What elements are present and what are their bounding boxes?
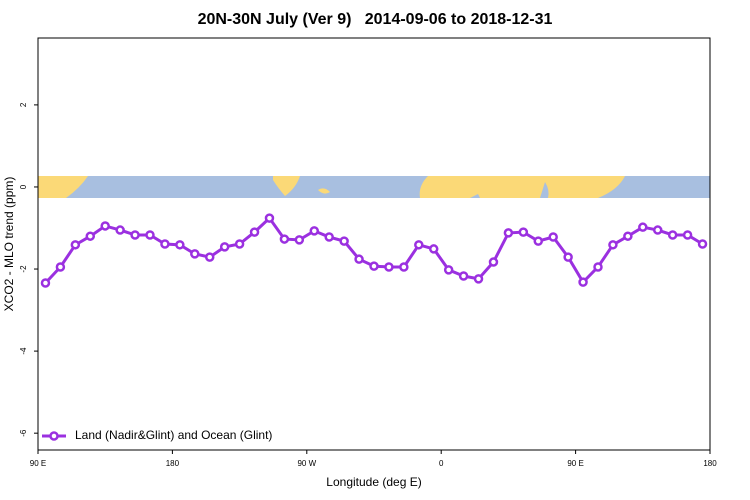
point (399, 262, 409, 272)
point (428, 244, 439, 254)
point (219, 242, 230, 252)
point (70, 240, 81, 250)
chart-title: 20N-30N July (Ver 9) 2014-09-06 to 2018-… (198, 11, 553, 28)
point (593, 262, 603, 272)
point (160, 239, 170, 249)
point (414, 240, 424, 250)
x-tick-label: 180 (703, 459, 717, 468)
point (458, 271, 469, 281)
point (55, 262, 66, 272)
y-axis-label: XCO2 - MLO trend (ppm) (2, 177, 16, 312)
x-tick-label: 90 W (297, 459, 316, 468)
legend-marker (49, 431, 59, 441)
y-tick-label: 0 (19, 184, 28, 189)
point (339, 236, 349, 246)
legend-label: Land (Nadir&Glint) and Ocean (Glint) (75, 428, 272, 442)
y-tick-label: 2 (19, 102, 28, 107)
point (652, 225, 663, 235)
x-tick-label: 0 (439, 459, 444, 468)
point (115, 225, 125, 235)
x-tick-label: 90 E (567, 459, 583, 468)
y-tick-label: -6 (19, 429, 28, 437)
y-tick-label: -2 (19, 265, 28, 273)
point (234, 239, 245, 249)
point (503, 228, 514, 238)
point (623, 231, 633, 241)
point (697, 239, 708, 249)
map-strip (38, 176, 710, 198)
point (533, 236, 544, 246)
point (264, 213, 275, 223)
point (578, 277, 588, 287)
point (249, 227, 260, 237)
x-tick-label: 180 (166, 459, 180, 468)
point (384, 262, 394, 272)
point (488, 257, 499, 267)
point (309, 226, 320, 236)
point (279, 234, 290, 244)
point (548, 232, 558, 242)
point (638, 222, 648, 232)
point (473, 274, 484, 284)
point (354, 254, 364, 264)
point (518, 227, 529, 237)
plot-frame (37, 37, 711, 451)
point (190, 249, 200, 259)
point (40, 278, 51, 288)
x-tick-label: 90 E (30, 459, 46, 468)
point (130, 230, 140, 240)
point (608, 240, 618, 250)
point (324, 232, 334, 242)
point (204, 252, 215, 262)
point (443, 265, 454, 275)
point (563, 252, 573, 262)
point (100, 221, 110, 231)
y-tick-label: -4 (19, 347, 28, 355)
point (145, 230, 155, 240)
series-line (44, 215, 704, 285)
x-axis-label: Longitude (deg E) (326, 475, 421, 489)
point (175, 240, 185, 250)
point (682, 230, 693, 240)
point (369, 261, 379, 271)
point (294, 235, 305, 245)
point (667, 230, 678, 240)
point (85, 231, 96, 241)
